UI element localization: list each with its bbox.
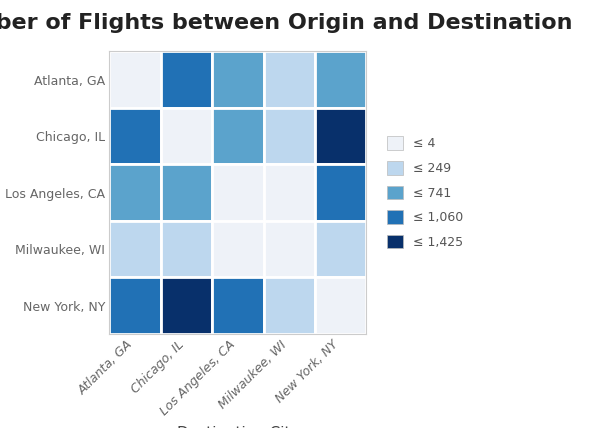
Bar xyxy=(264,221,315,277)
X-axis label: Destination City: Destination City xyxy=(177,426,299,428)
Bar xyxy=(264,277,315,334)
Bar xyxy=(315,221,367,277)
Bar xyxy=(109,164,161,221)
Bar xyxy=(315,164,367,221)
Bar xyxy=(161,164,212,221)
Bar xyxy=(109,51,161,108)
Bar xyxy=(212,277,264,334)
Bar xyxy=(264,164,315,221)
Bar xyxy=(212,164,264,221)
Text: Number of Flights between Origin and Destination: Number of Flights between Origin and Des… xyxy=(0,13,573,33)
Bar xyxy=(212,51,264,108)
Bar xyxy=(315,108,367,164)
Bar xyxy=(161,51,212,108)
Bar xyxy=(109,221,161,277)
Bar xyxy=(161,277,212,334)
Bar xyxy=(161,108,212,164)
Bar xyxy=(212,221,264,277)
Bar xyxy=(109,108,161,164)
Bar xyxy=(315,51,367,108)
Legend: ≤ 4, ≤ 249, ≤ 741, ≤ 1,060, ≤ 1,425: ≤ 4, ≤ 249, ≤ 741, ≤ 1,060, ≤ 1,425 xyxy=(383,133,467,253)
Bar xyxy=(109,277,161,334)
Bar xyxy=(264,108,315,164)
Bar xyxy=(161,221,212,277)
Bar xyxy=(212,108,264,164)
Bar xyxy=(264,51,315,108)
Bar xyxy=(315,277,367,334)
